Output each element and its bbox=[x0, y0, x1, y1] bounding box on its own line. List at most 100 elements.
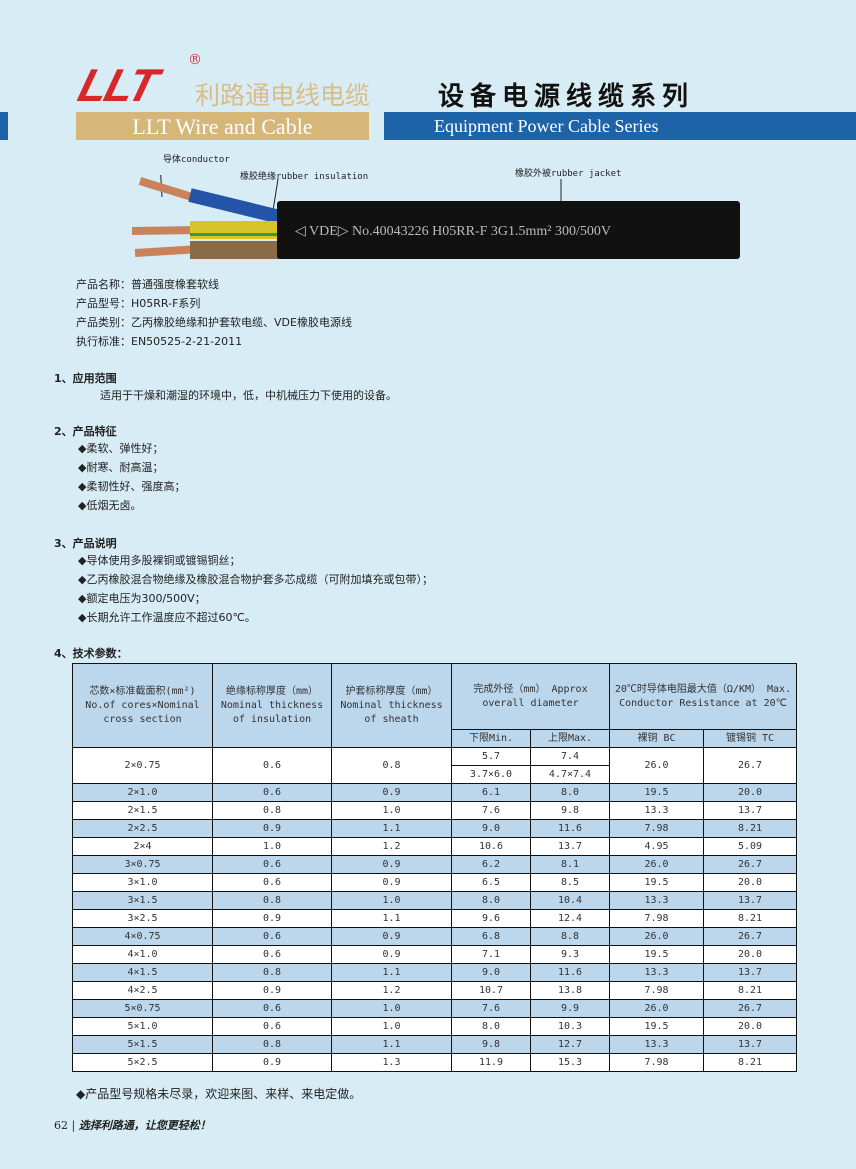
cell: 9.9 bbox=[530, 999, 610, 1018]
product-info-line: 产品型号：H05RR-F系列 bbox=[76, 297, 201, 310]
cell: 13.3 bbox=[609, 801, 704, 820]
cell: 0.6 bbox=[212, 945, 332, 964]
llt-logo: LLT bbox=[73, 59, 162, 111]
cell: 13.3 bbox=[609, 891, 704, 910]
cell: 1.1 bbox=[331, 1035, 452, 1054]
cell: 3.7×6.0 bbox=[451, 765, 531, 784]
cell: 1.1 bbox=[331, 963, 452, 982]
cell: 26.7 bbox=[703, 855, 797, 874]
section-item: ◆导体使用多股裸铜或镀锡铜丝； bbox=[78, 554, 241, 567]
cell: 0.9 bbox=[212, 819, 332, 838]
header-bc: 裸铜 BC bbox=[609, 729, 704, 748]
table-row: 2×2.5 0.9 1.1 9.0 11.6 7.98 8.21 bbox=[72, 819, 797, 838]
cell: 0.9 bbox=[331, 783, 452, 802]
cell: 20.0 bbox=[703, 945, 797, 964]
section-title: 1、应用范围 bbox=[54, 372, 117, 385]
cable-image: ◁ VDE▷ No.40043226 H05RR-F 3G1.5mm² 300/… bbox=[131, 175, 740, 259]
cell: 13.3 bbox=[609, 1035, 704, 1054]
header-insulation: 绝缘标称厚度（mm） Nominal thickness of insulati… bbox=[212, 663, 332, 748]
cell: 10.7 bbox=[451, 981, 531, 1000]
cell: 9.6 bbox=[451, 909, 531, 928]
cell: 1.2 bbox=[331, 837, 452, 856]
series-title-cn: 设备电源线缆系列 bbox=[438, 82, 695, 112]
cell: 0.6 bbox=[212, 927, 332, 946]
cell: 8.1 bbox=[530, 855, 610, 874]
brand-name-cn: 利路通电线电缆 bbox=[195, 81, 371, 110]
cell: 8.0 bbox=[451, 891, 531, 910]
cell: 1.0 bbox=[331, 999, 452, 1018]
cell: 20.0 bbox=[703, 783, 797, 802]
cell: 0.8 bbox=[331, 747, 452, 784]
cell: 6.8 bbox=[451, 927, 531, 946]
cell: 1.0 bbox=[212, 837, 332, 856]
cell: 0.6 bbox=[212, 783, 332, 802]
section-title: 2、产品特征 bbox=[54, 425, 117, 438]
cell: 8.0 bbox=[530, 783, 610, 802]
header-tc: 镀锡铜 TC bbox=[703, 729, 797, 748]
series-title-en: Equipment Power Cable Series bbox=[384, 112, 856, 140]
cell: 0.9 bbox=[331, 855, 452, 874]
cell: 7.98 bbox=[609, 909, 704, 928]
cell: 0.8 bbox=[212, 963, 332, 982]
cell: 9.3 bbox=[530, 945, 610, 964]
cell: 19.5 bbox=[609, 1017, 704, 1036]
cell: 13.3 bbox=[609, 963, 704, 982]
cell: 26.7 bbox=[703, 999, 797, 1018]
cell: 10.3 bbox=[530, 1017, 610, 1036]
cell: 5×0.75 bbox=[72, 999, 213, 1018]
note: ◆产品型号规格未尽录，欢迎来图、来样、来电定做。 bbox=[76, 1087, 362, 1101]
cell: 6.1 bbox=[451, 783, 531, 802]
cell: 2×1.5 bbox=[72, 801, 213, 820]
cell: 10.6 bbox=[451, 837, 531, 856]
cell: 0.9 bbox=[212, 1053, 332, 1072]
cell: 5×1.0 bbox=[72, 1017, 213, 1036]
cell: 26.0 bbox=[609, 999, 704, 1018]
section-item: ◆长期允许工作温度应不超过60℃。 bbox=[78, 611, 256, 624]
cell: 2×0.75 bbox=[72, 747, 213, 784]
header-diameter: 完成外径（mm） Approx overall diameter bbox=[451, 663, 610, 730]
cell: 9.8 bbox=[530, 801, 610, 820]
cell: 6.2 bbox=[451, 855, 531, 874]
table-row: 3×2.5 0.9 1.1 9.6 12.4 7.98 8.21 bbox=[72, 909, 797, 928]
decor-bar bbox=[0, 112, 8, 140]
label-jacket: 橡胶外被rubber jacket bbox=[515, 169, 622, 179]
header-sheath: 护套标称厚度（mm） Nominal thickness of sheath bbox=[331, 663, 452, 748]
table-row: 4×0.75 0.6 0.9 6.8 8.8 26.0 26.7 bbox=[72, 927, 797, 946]
label-conductor: 导体conductor bbox=[163, 155, 230, 165]
cell: 19.5 bbox=[609, 945, 704, 964]
table-row: 2×1.5 0.8 1.0 7.6 9.8 13.3 13.7 bbox=[72, 801, 797, 820]
cell: 8.8 bbox=[530, 927, 610, 946]
cell: 7.6 bbox=[451, 801, 531, 820]
cell: 13.8 bbox=[530, 981, 610, 1000]
cell: 26.0 bbox=[609, 747, 704, 784]
header-size: 芯数×标准截面积(mm²) No.of cores×Nominal cross … bbox=[72, 663, 213, 748]
cell: 0.6 bbox=[212, 1017, 332, 1036]
brand-name-en: LLT Wire and Cable bbox=[76, 112, 369, 140]
header-max: 上限Max. bbox=[530, 729, 610, 748]
cell: 8.21 bbox=[703, 909, 797, 928]
cell: 7.98 bbox=[609, 819, 704, 838]
cell: 4.95 bbox=[609, 837, 704, 856]
table-row: 2×4 1.0 1.2 10.6 13.7 4.95 5.09 bbox=[72, 837, 797, 856]
section-item: ◆耐寒、耐高温； bbox=[78, 461, 164, 474]
table-row: 4×1.0 0.6 0.9 7.1 9.3 19.5 20.0 bbox=[72, 945, 797, 964]
cell: 9.8 bbox=[451, 1035, 531, 1054]
cell: 1.2 bbox=[331, 981, 452, 1000]
cell: 0.6 bbox=[212, 873, 332, 892]
cell: 19.5 bbox=[609, 783, 704, 802]
header-resistance: 20℃时导体电阻最大值（Ω/KM） Max. Conductor Resista… bbox=[609, 663, 797, 730]
cell: 2×4 bbox=[72, 837, 213, 856]
cell: 5.09 bbox=[703, 837, 797, 856]
cell: 12.7 bbox=[530, 1035, 610, 1054]
cell: 20.0 bbox=[703, 1017, 797, 1036]
section-item: ◆低烟无卤。 bbox=[78, 499, 142, 512]
cell: 5×1.5 bbox=[72, 1035, 213, 1054]
cell: 7.4 bbox=[530, 747, 610, 766]
cell: 13.7 bbox=[530, 837, 610, 856]
cell: 7.98 bbox=[609, 1053, 704, 1072]
cell: 7.98 bbox=[609, 981, 704, 1000]
product-info-line: 执行标准：EN50525-2-21-2011 bbox=[76, 335, 243, 348]
table-row: 5×1.5 0.8 1.1 9.8 12.7 13.3 13.7 bbox=[72, 1035, 797, 1054]
cell: 5.7 bbox=[451, 747, 531, 766]
cell: 8.21 bbox=[703, 819, 797, 838]
